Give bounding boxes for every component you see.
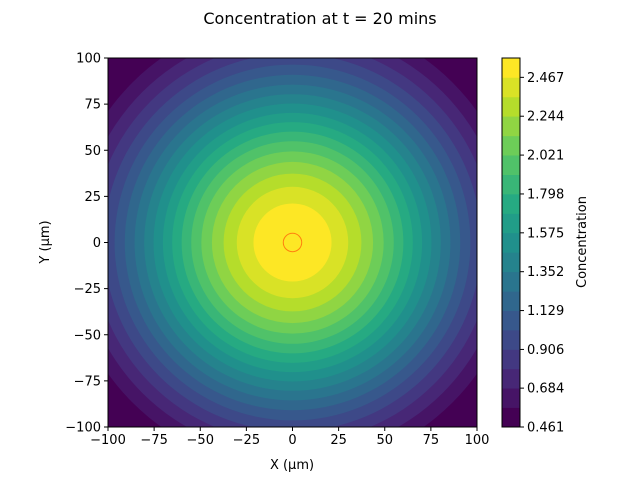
y-axis: −100 −75 −50 −25 0 25 50 75 100: [65, 52, 108, 436]
y-tick-label: 75: [84, 98, 101, 113]
colorbar-tick-label: 0.906: [527, 343, 564, 358]
colorbar-band: [502, 174, 520, 195]
colorbar-band: [502, 310, 520, 331]
x-tick-label: −100: [90, 433, 126, 448]
source-marker: [282, 232, 303, 253]
contour-band: [253, 203, 332, 282]
y-tick-label: −75: [74, 374, 101, 389]
colorbar-axis: 0.461 0.684 0.906 1.129 1.352 1.575 1.798 2.021…: [520, 71, 564, 436]
x-tick-label: 0: [288, 433, 296, 448]
y-tick-label: 50: [84, 144, 101, 159]
colorbar-tick-label: 2.021: [527, 149, 564, 164]
colorbar-band: [502, 388, 520, 408]
colorbar: [502, 58, 520, 428]
source-marker-layer: [282, 232, 303, 253]
x-tick-label: −75: [140, 433, 167, 448]
colorbar-band: [502, 368, 520, 389]
x-tick-label: 50: [376, 433, 393, 448]
x-tick-label: −50: [187, 433, 214, 448]
colorbar-frame: [501, 57, 521, 428]
colorbar-band: [502, 155, 520, 176]
y-tick-label: −50: [74, 328, 101, 343]
y-tick-label: 0: [93, 236, 101, 251]
colorbar-tick-label: 0.461: [527, 421, 564, 436]
colorbar-band: [502, 349, 520, 370]
colorbar-band: [502, 271, 520, 292]
y-tick-label: 100: [76, 52, 101, 67]
colorbar-band: [502, 291, 520, 311]
colorbar-band: [502, 252, 520, 273]
colorbar-tick-label: 0.684: [527, 382, 564, 397]
x-axis-label: X (μm): [270, 458, 314, 473]
colorbar-band: [502, 213, 520, 234]
colorbar-tick-label: 1.575: [527, 226, 564, 241]
chart-title: Concentration at t = 20 mins: [203, 9, 436, 28]
colorbar-band: [502, 193, 520, 214]
x-tick-label: 100: [465, 433, 490, 448]
colorbar-label: Concentration: [575, 196, 590, 288]
colorbar-band: [502, 58, 520, 78]
colorbar-band: [502, 407, 520, 428]
colorbar-tick-label: 2.244: [527, 110, 564, 125]
colorbar-band: [502, 329, 520, 350]
y-axis-label: Y (μm): [38, 220, 53, 264]
y-tick-label: −25: [74, 282, 101, 297]
colorbar-tick-label: 1.798: [527, 187, 564, 202]
colorbar-tick-label: 1.129: [527, 304, 564, 319]
colorbar-band: [502, 232, 520, 253]
y-tick-label: 25: [84, 190, 101, 205]
x-tick-label: −25: [233, 433, 260, 448]
colorbar-tick-label: 1.352: [527, 265, 564, 280]
colorbar-band: [502, 77, 520, 98]
colorbar-band: [502, 96, 520, 117]
colorbar-tick-label: 2.467: [527, 71, 564, 86]
x-tick-label: 25: [330, 433, 347, 448]
x-tick-label: 75: [423, 433, 440, 448]
colorbar-band: [502, 135, 520, 156]
contour-field: [108, 58, 477, 427]
x-axis: −100 −75 −50 −25 0 25 50 75 100: [90, 427, 489, 448]
colorbar-band: [502, 116, 520, 137]
y-tick-label: −100: [65, 421, 101, 436]
